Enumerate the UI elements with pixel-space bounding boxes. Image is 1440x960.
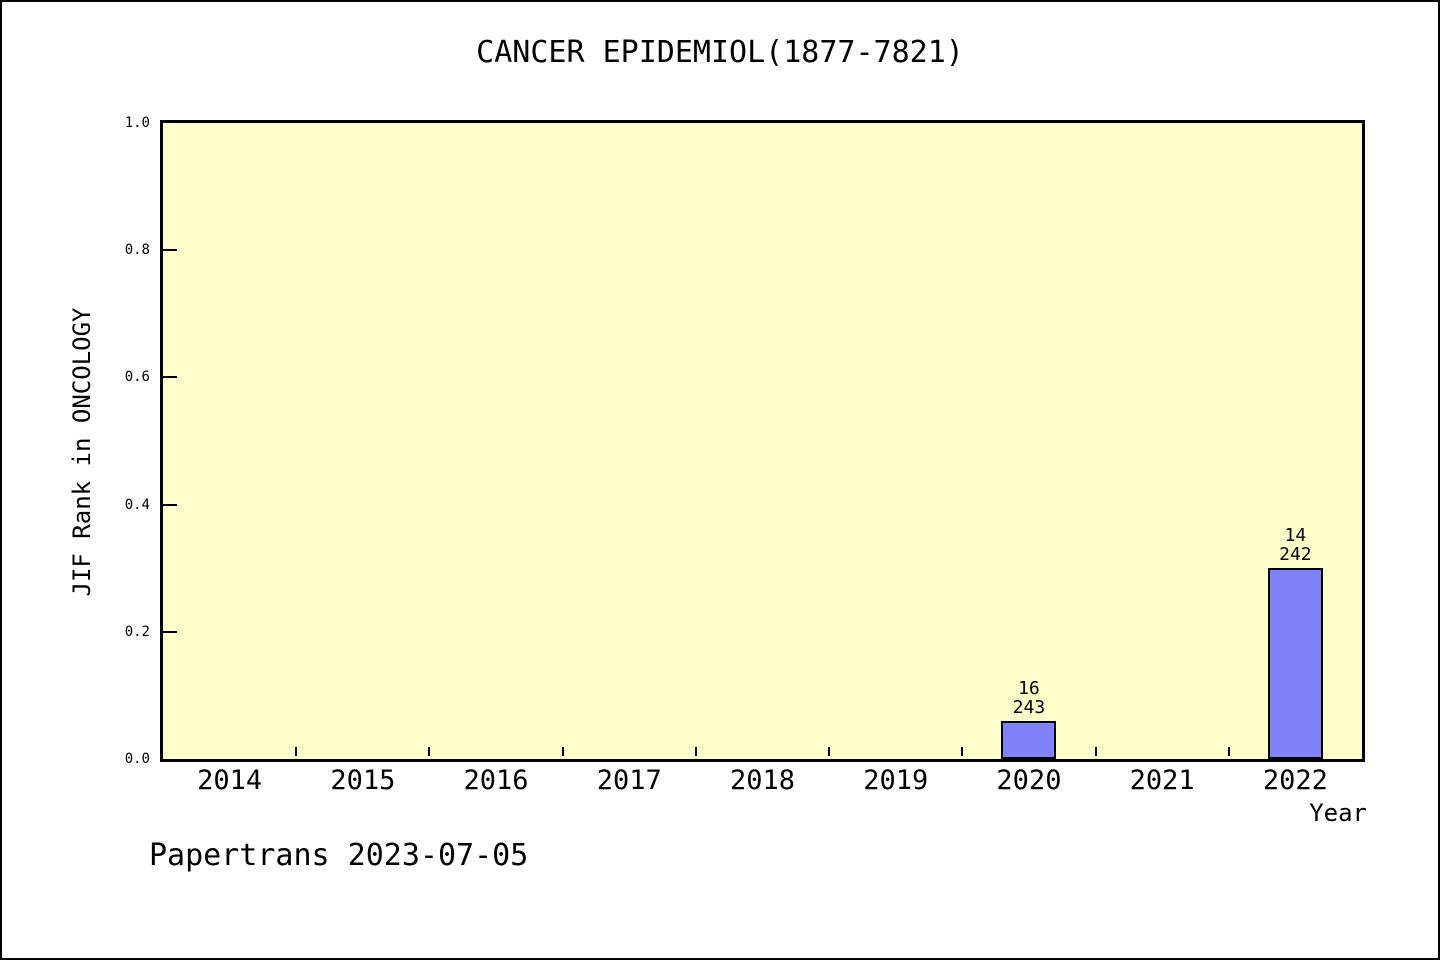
bar-value-label-2020: 16 243 bbox=[1012, 678, 1046, 718]
y-tick-mark bbox=[163, 630, 177, 633]
y-tick-label: 0.2 bbox=[124, 623, 150, 640]
x-tick-mark bbox=[1227, 747, 1230, 756]
x-tick-label: 2020 bbox=[996, 765, 1062, 796]
y-tick-label: 0.0 bbox=[124, 751, 150, 767]
y-tick-label: 0.8 bbox=[124, 242, 150, 259]
y-tick-mark bbox=[163, 376, 177, 379]
x-axis-label: Year bbox=[1309, 799, 1367, 827]
x-tick-label: 2021 bbox=[1129, 765, 1195, 796]
y-axis-label: JIF Rank in ONCOLOGY bbox=[68, 307, 96, 597]
x-tick-label: 2019 bbox=[863, 765, 929, 796]
x-tick-label: 2022 bbox=[1262, 765, 1328, 796]
x-tick-mark bbox=[961, 747, 964, 756]
x-tick-label: 2018 bbox=[729, 765, 796, 796]
y-tick-mark bbox=[163, 249, 177, 252]
x-tick-mark bbox=[428, 747, 431, 756]
y-tick-label: 0.6 bbox=[124, 369, 150, 386]
y-tick-label: 0.4 bbox=[124, 496, 150, 513]
x-tick-mark bbox=[1094, 747, 1097, 756]
x-tick-mark bbox=[561, 747, 564, 756]
bar-value-label-2022: 14 242 bbox=[1279, 525, 1312, 565]
watermark-annotation: Papertrans 2023-07-05 bbox=[149, 838, 529, 873]
x-tick-label: 2015 bbox=[330, 765, 396, 796]
plot-area bbox=[160, 120, 1365, 762]
x-tick-label: 2014 bbox=[197, 765, 263, 796]
bar-2022 bbox=[1267, 568, 1323, 759]
x-tick-mark bbox=[694, 747, 697, 756]
x-tick-mark bbox=[828, 747, 831, 756]
bar-2020 bbox=[1001, 721, 1057, 759]
y-tick-label: 1.0 bbox=[124, 115, 150, 131]
x-tick-mark bbox=[295, 747, 298, 756]
x-tick-label: 2017 bbox=[596, 765, 662, 796]
chart-title: CANCER EPIDEMIOL(1877-7821) bbox=[476, 35, 964, 70]
x-tick-label: 2016 bbox=[463, 765, 529, 796]
y-tick-mark bbox=[163, 503, 177, 506]
